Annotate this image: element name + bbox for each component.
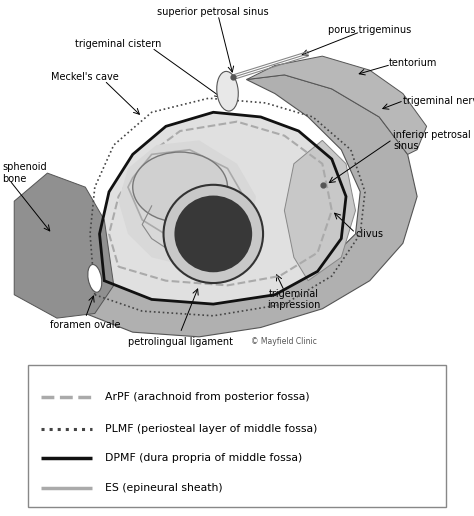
Text: DPMF (dura propria of middle fossa): DPMF (dura propria of middle fossa) (105, 454, 302, 463)
Text: sphenoid
bone: sphenoid bone (2, 163, 47, 184)
Ellipse shape (133, 152, 228, 222)
FancyBboxPatch shape (28, 365, 446, 507)
Text: inferior petrosal
sinus: inferior petrosal sinus (393, 130, 471, 151)
Polygon shape (246, 56, 427, 154)
Text: trigeminal
impression: trigeminal impression (267, 288, 320, 310)
Text: ArPF (arachnoid from posterior fossa): ArPF (arachnoid from posterior fossa) (105, 392, 310, 402)
Polygon shape (100, 112, 346, 304)
Text: petrolingual ligament: petrolingual ligament (128, 336, 233, 347)
Ellipse shape (217, 71, 238, 111)
Text: superior petrosal sinus: superior petrosal sinus (157, 7, 269, 17)
Text: V3: V3 (125, 208, 140, 222)
Circle shape (174, 196, 252, 272)
Text: © Mayfield Clinic: © Mayfield Clinic (252, 337, 317, 346)
Text: Meckel's cave: Meckel's cave (52, 72, 119, 82)
Text: trigeminal nerve root: trigeminal nerve root (403, 95, 474, 106)
Text: porus trigeminus: porus trigeminus (328, 25, 411, 36)
Text: tentorium: tentorium (389, 58, 437, 68)
Polygon shape (118, 140, 256, 267)
Circle shape (164, 185, 263, 283)
Polygon shape (284, 140, 356, 281)
Text: GG: GG (171, 176, 189, 189)
Polygon shape (85, 75, 417, 337)
Text: trigeminal cistern: trigeminal cistern (75, 39, 162, 50)
Ellipse shape (88, 265, 102, 292)
Text: clivus: clivus (356, 229, 383, 239)
Text: foramen ovale: foramen ovale (50, 320, 120, 330)
Text: PLMF (periosteal layer of middle fossa): PLMF (periosteal layer of middle fossa) (105, 424, 317, 433)
Text: ES (epineural sheath): ES (epineural sheath) (105, 482, 222, 493)
Polygon shape (14, 173, 114, 318)
Text: C2: C2 (206, 229, 221, 239)
